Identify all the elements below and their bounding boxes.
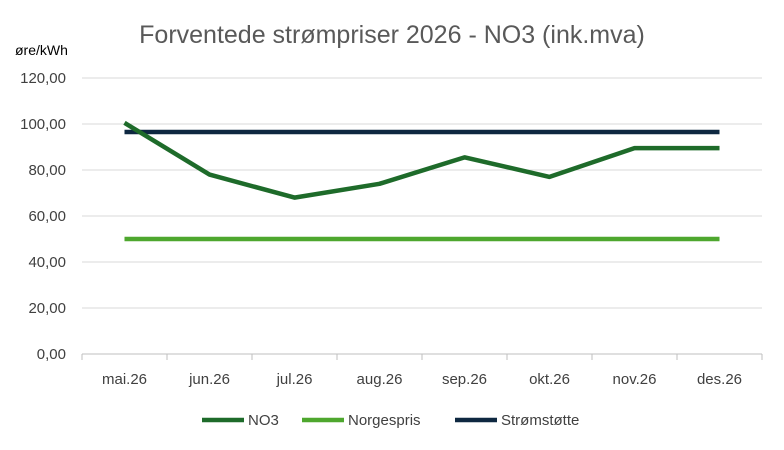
x-tick-label: nov.26 <box>613 371 657 388</box>
legend: NO3 Norgespris Strømstøtte <box>202 412 579 429</box>
y-axis-tick-labels: 0,00 20,00 40,00 60,00 80,00 100,00 120,00 <box>20 70 66 363</box>
y-tick-label: 20,00 <box>28 300 66 317</box>
legend-label: NO3 <box>248 412 279 429</box>
x-tick-label: jun.26 <box>188 371 230 388</box>
chart-title: Forventede strømpriser 2026 - NO3 (ink.m… <box>139 21 645 49</box>
x-axis-ticks: mai.26 jun.26 jul.26 aug.26 sep.26 okt.26 nov.… <box>81 354 763 388</box>
y-tick-label: 80,00 <box>28 162 66 179</box>
y-axis-unit-label: øre/kWh <box>15 42 68 58</box>
x-tick-label: jul.26 <box>276 371 313 388</box>
y-tick-label: 120,00 <box>20 70 66 87</box>
legend-label: Norgespris <box>348 412 421 429</box>
series-line-0 <box>123 120 720 200</box>
x-tick-label: sep.26 <box>442 371 487 388</box>
x-tick-label: okt.26 <box>529 371 570 388</box>
legend-label: Strømstøtte <box>501 412 579 429</box>
x-tick-label: aug.26 <box>357 371 403 388</box>
y-tick-label: 0,00 <box>37 346 66 363</box>
series-lines <box>123 120 720 242</box>
y-tick-label: 40,00 <box>28 254 66 271</box>
x-tick-label: mai.26 <box>102 371 147 388</box>
y-tick-label: 60,00 <box>28 208 66 225</box>
y-tick-label: 100,00 <box>20 116 66 133</box>
gridlines <box>82 77 762 309</box>
x-tick-label: des.26 <box>697 371 742 388</box>
